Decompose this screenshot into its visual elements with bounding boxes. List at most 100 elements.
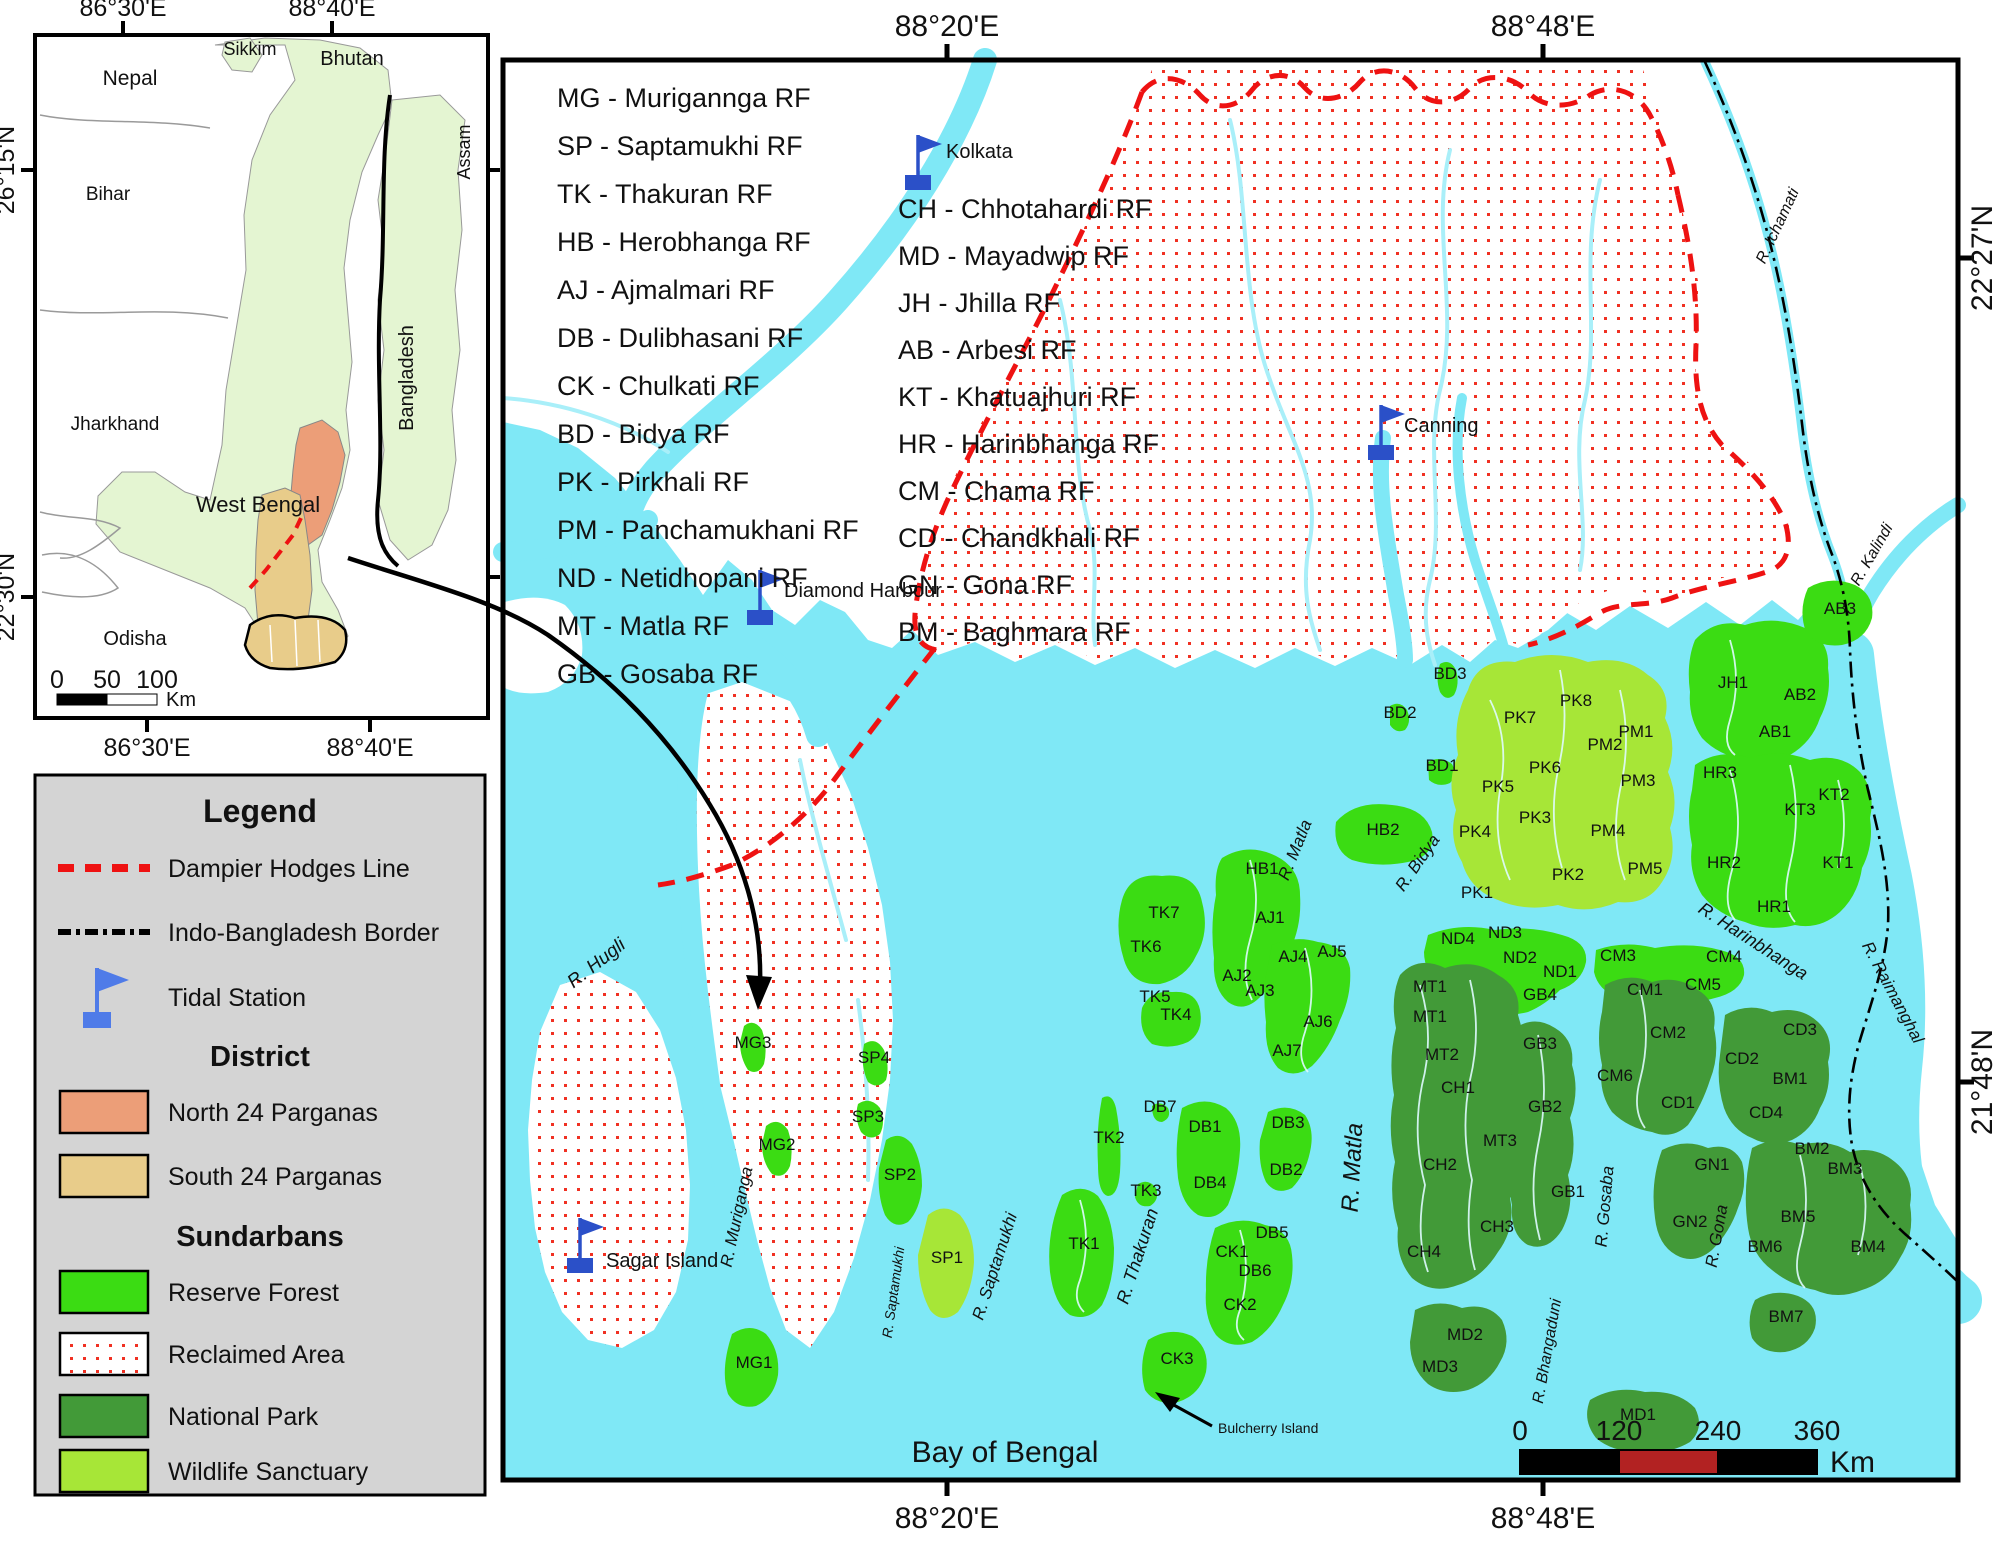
legend-border-label: Indo-Bangladesh Border bbox=[168, 919, 439, 947]
axis-right-2: 21°48'N bbox=[1966, 1029, 1999, 1135]
compartment-label-CD4: CD4 bbox=[1749, 1103, 1783, 1122]
compartment-label-CH2: CH2 bbox=[1423, 1155, 1457, 1174]
compartment-label-BM3: BM3 bbox=[1828, 1159, 1863, 1178]
legend-wildlife-swatch bbox=[58, 1448, 150, 1494]
river-channels bbox=[493, 48, 1982, 1405]
compartment-label-BM5: BM5 bbox=[1781, 1207, 1816, 1226]
compartment-label-CM4: CM4 bbox=[1706, 947, 1742, 966]
compartment-label-CD3: CD3 bbox=[1783, 1020, 1817, 1039]
compartment-label-CM2: CM2 bbox=[1650, 1023, 1686, 1042]
compartment-label-HB2: HB2 bbox=[1366, 820, 1399, 839]
compartment-label-PK5: PK5 bbox=[1482, 777, 1514, 796]
abbrev-item: GN - Gona RF bbox=[898, 570, 1072, 600]
compartment-label-PM3: PM3 bbox=[1621, 771, 1656, 790]
compartment-label-CK3: CK3 bbox=[1160, 1349, 1193, 1368]
station-label-canning: Canning bbox=[1404, 415, 1479, 437]
abbrev-item: MG - Murigannga RF bbox=[557, 83, 811, 113]
inset-sikkim-shape bbox=[221, 37, 263, 73]
compartment-label-BM6: BM6 bbox=[1748, 1237, 1783, 1256]
axis-bottom-2: 88°48'E bbox=[1491, 1502, 1595, 1535]
compartment-label-GB3: GB3 bbox=[1523, 1034, 1557, 1053]
compartment-label-SP1: SP1 bbox=[931, 1248, 963, 1267]
compartment-label-BM4: BM4 bbox=[1851, 1237, 1886, 1256]
inset-sb-unit: Km bbox=[166, 689, 196, 711]
compartment-label-BD3: BD3 bbox=[1433, 664, 1466, 683]
compartment-label-HR2: HR2 bbox=[1707, 853, 1741, 872]
reclaimed-sagar-island bbox=[528, 972, 690, 1348]
flag-icon bbox=[760, 570, 784, 588]
scalebar-tick-120: 120 bbox=[1596, 1415, 1643, 1446]
compartment-label-AJ7: AJ7 bbox=[1272, 1041, 1301, 1060]
dampier-hodges-line bbox=[657, 68, 1791, 888]
legend-reserve-forest-label: Reserve Forest bbox=[168, 1279, 339, 1307]
scalebar-segment-3 bbox=[1717, 1449, 1818, 1475]
inset-state-borders bbox=[39, 114, 229, 598]
compartment-label-MG1: MG1 bbox=[736, 1353, 773, 1372]
abbreviation-list-left: MG - Murigannga RF SP - Saptamukhi RF TK -… bbox=[557, 83, 859, 689]
inset-frame bbox=[33, 33, 490, 720]
tidal-station-kolkata bbox=[905, 135, 942, 190]
river-label: R. Matla bbox=[1337, 1122, 1369, 1213]
inset-axis-top-1: 86°30'E bbox=[79, 0, 166, 22]
compartment-label-CK2: CK2 bbox=[1223, 1295, 1256, 1314]
abbrev-item: BM - Baghmara RF bbox=[898, 617, 1131, 647]
compartment-label-ND1: ND1 bbox=[1543, 962, 1577, 981]
map-scalebar: 0 120 240 360 Km bbox=[1512, 1415, 1875, 1479]
compartment-label-DB6: DB6 bbox=[1238, 1261, 1271, 1280]
inset-locator-arrow bbox=[347, 555, 772, 1010]
inset-region-jharkhand: Jharkhand bbox=[71, 414, 160, 435]
legend-reclaimed-swatch bbox=[58, 1331, 150, 1377]
abbrev-item: MT - Matla RF bbox=[557, 611, 729, 641]
inset-dampier-line bbox=[248, 517, 303, 590]
bulcherry-arrow-line bbox=[1171, 1402, 1213, 1428]
compartment-label-BD2: BD2 bbox=[1383, 703, 1416, 722]
axis-top-2: 88°48'E bbox=[1491, 10, 1595, 43]
compartment-label-AJ2: AJ2 bbox=[1222, 966, 1251, 985]
compartment-label-DB2: DB2 bbox=[1269, 1160, 1302, 1179]
abbrev-item: AJ - Ajmalmari RF bbox=[557, 275, 775, 305]
scalebar-unit: Km bbox=[1830, 1446, 1875, 1479]
compartment-label-DB7: DB7 bbox=[1143, 1097, 1176, 1116]
compartment-label-MD3: MD3 bbox=[1422, 1357, 1458, 1376]
abbrev-item: PM - Panchamukhani RF bbox=[557, 515, 859, 545]
island-creeks bbox=[1075, 639, 1867, 1341]
compartment-label-GN1: GN1 bbox=[1695, 1155, 1730, 1174]
inset-axis-left-1: 26°15'N bbox=[0, 126, 20, 214]
reclaimed-area-north bbox=[916, 62, 1790, 665]
map-frame bbox=[500, 57, 1961, 1483]
abbreviation-list-right: CH - Chhotahardi RF MD - Mayadwip RF JH - … bbox=[898, 194, 1159, 647]
inset-region-nepal: Nepal bbox=[103, 67, 158, 90]
compartment-label-KT3: KT3 bbox=[1784, 800, 1815, 819]
scalebar-segment-2 bbox=[1618, 1449, 1719, 1475]
compartment-label-ND3: ND3 bbox=[1488, 923, 1522, 942]
compartment-label-BM2: BM2 bbox=[1795, 1139, 1830, 1158]
flag-icon bbox=[1381, 405, 1405, 423]
compartment-label-CK1: CK1 bbox=[1215, 1242, 1248, 1261]
abbrev-item: TK - Thakuran RF bbox=[557, 179, 773, 209]
compartment-label-AJ1: AJ1 bbox=[1255, 908, 1284, 927]
reserve-forest-islands bbox=[724, 580, 1873, 1407]
bulcherry-island-annotation: Bulcherry Island bbox=[1155, 1392, 1318, 1436]
compartment-label-TK4: TK4 bbox=[1160, 1005, 1191, 1024]
compartment-label-PK1: PK1 bbox=[1461, 883, 1493, 902]
abbrev-item: SP - Saptamukhi RF bbox=[557, 131, 803, 161]
abbrev-item: AB - Arbesi RF bbox=[898, 335, 1077, 365]
compartment-label-PK7: PK7 bbox=[1504, 708, 1536, 727]
abbrev-item: HB - Herobhanga RF bbox=[557, 227, 811, 257]
compartment-label-PK6: PK6 bbox=[1529, 758, 1561, 777]
legend-tidal-label: Tidal Station bbox=[168, 984, 306, 1012]
abbrev-item: DB - Dulibhasani RF bbox=[557, 323, 803, 353]
compartment-label-HR3: HR3 bbox=[1703, 763, 1737, 782]
compartment-label-PM1: PM1 bbox=[1619, 722, 1654, 741]
bay-of-bengal-label: Bay of Bengal bbox=[912, 1436, 1099, 1469]
abbrev-item: CK - Chulkati RF bbox=[557, 371, 760, 401]
legend-tidal-flag-icon bbox=[83, 968, 129, 1028]
axis-top-1: 88°20'E bbox=[895, 10, 999, 43]
compartment-label-SP4: SP4 bbox=[858, 1048, 890, 1067]
inset-indo-bangladesh-border bbox=[375, 94, 400, 568]
scalebar-tick-240: 240 bbox=[1695, 1415, 1742, 1446]
compartment-label-TK6: TK6 bbox=[1130, 937, 1161, 956]
scalebar-tick-360: 360 bbox=[1794, 1415, 1841, 1446]
